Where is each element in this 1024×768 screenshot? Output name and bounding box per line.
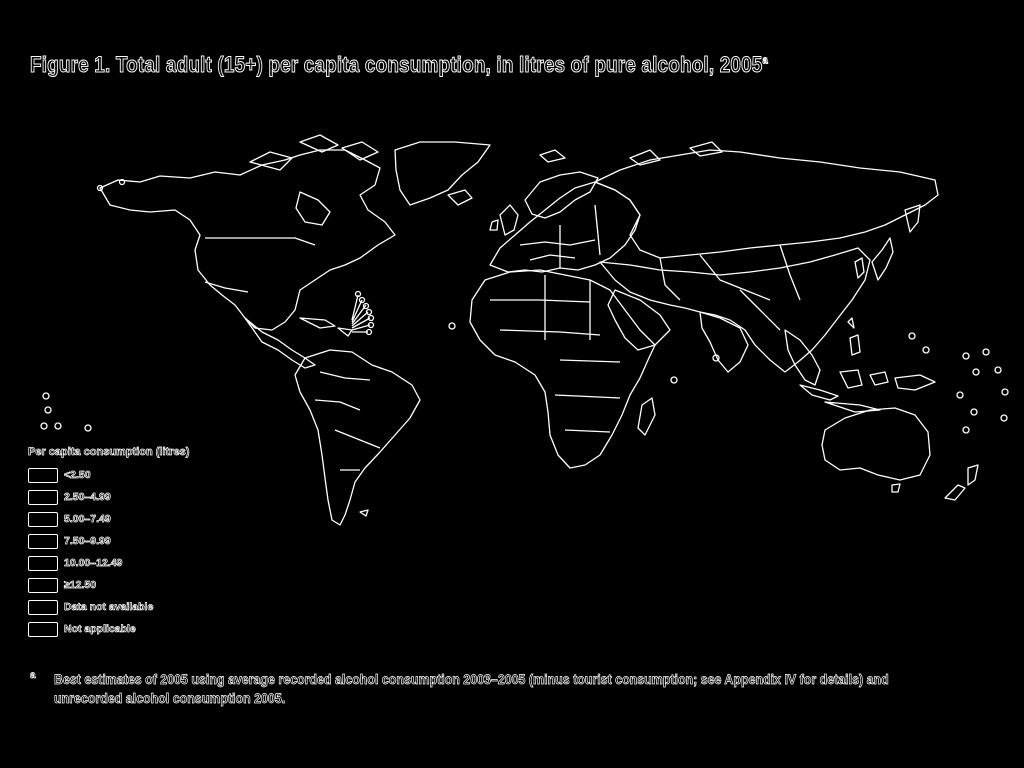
legend-swatch: [28, 599, 58, 615]
antilles-marker: [367, 321, 375, 329]
south-america-internal-borders: [314, 371, 381, 471]
us-canada-border: [205, 237, 316, 246]
antilles-marker: [365, 308, 373, 316]
legend-label: <2.50: [64, 469, 91, 482]
indonesia-islands: [799, 369, 936, 413]
island-marker: [962, 426, 970, 434]
legend-swatch: [28, 511, 58, 527]
island-marker: [42, 392, 50, 400]
island-marker: [982, 348, 990, 356]
south-america-outline: [294, 349, 421, 526]
legend-swatch: [28, 621, 58, 637]
asia-outline: [599, 247, 871, 373]
falkland-islands: [359, 509, 369, 517]
europe-internal-borders: [519, 204, 601, 268]
new-zealand-outline: [944, 464, 979, 501]
arctic-islands: [539, 141, 723, 166]
southeast-asia-outline: [784, 329, 821, 386]
africa-outline: [469, 269, 656, 469]
legend-title: Per capita consumption (litres): [28, 446, 190, 459]
legend-item: ≥12.50: [28, 574, 189, 596]
caribbean-islands: [299, 317, 353, 337]
australia-outline: [821, 407, 931, 481]
antilles-marker: [365, 328, 373, 336]
island-marker: [670, 376, 678, 384]
legend-label: 10.00–12.49: [64, 557, 123, 570]
japan-outline: [871, 237, 894, 281]
legend-swatch: [28, 555, 58, 571]
tasmania-outline: [891, 483, 901, 493]
island-marker: [908, 332, 916, 340]
island-marker: [84, 424, 92, 432]
asia-internal-borders: [659, 244, 801, 331]
canada-arctic-islands: [249, 134, 379, 171]
island-marker: [972, 368, 980, 376]
map-legend: Per capita consumption (litres) <2.50 2.…: [28, 446, 190, 640]
figure-title-footnote-marker: a: [762, 54, 768, 67]
island-marker: [96, 184, 104, 192]
iceland-outline: [447, 189, 473, 206]
legend-item: <2.50: [28, 464, 189, 486]
island-marker: [970, 408, 978, 416]
legend-label: ≥12.50: [64, 579, 97, 592]
antilles-marker: [362, 302, 370, 310]
antilles-marker: [358, 296, 366, 304]
island-marker: [54, 422, 62, 430]
island-marker: [118, 178, 126, 186]
island-marker: [712, 354, 720, 362]
lesser-antilles-callouts: [351, 294, 371, 333]
greenland-outline: [394, 141, 491, 206]
africa-internal-borders: [490, 275, 621, 433]
scandinavia-outline: [524, 171, 599, 219]
russia-outline: [594, 149, 939, 259]
legend-item: 7.50–9.99: [28, 530, 189, 552]
us-mexico-border: [204, 281, 249, 293]
canada-hudson-bay: [295, 191, 331, 226]
legend-item: Not applicable: [28, 618, 189, 640]
footnote-text: Best estimates of 2005 using average rec…: [54, 672, 889, 707]
legend-swatch: [28, 467, 58, 483]
legend-label: Not applicable: [64, 623, 136, 636]
footnote-marker: a: [30, 670, 36, 682]
uk-ireland-outline: [489, 204, 519, 236]
legend-item: 2.50–4.99: [28, 486, 189, 508]
legend-swatch: [28, 577, 58, 593]
europe-outline: [489, 181, 641, 273]
legend-swatch: [28, 533, 58, 549]
island-marker: [44, 406, 52, 414]
north-america-outline: [99, 149, 396, 331]
antilles-marker: [367, 314, 375, 322]
kamchatka-outline: [904, 204, 921, 233]
island-marker: [962, 352, 970, 360]
legend-label: 7.50–9.99: [64, 535, 111, 548]
island-marker: [1000, 414, 1008, 422]
legend-label: 2.50–4.99: [64, 491, 111, 504]
central-america-outline: [244, 317, 316, 369]
legend-item: Data not available: [28, 596, 189, 618]
island-marker: [922, 346, 930, 354]
figure-title: Figure 1. Total adult (15+) per capita c…: [30, 52, 769, 78]
legend-label: 5.00–7.49: [64, 513, 111, 526]
antilles-marker: [354, 290, 362, 298]
madagascar-outline: [637, 397, 656, 436]
island-marker: [448, 322, 456, 330]
indian-subcontinent-outline: [699, 311, 749, 373]
island-marker: [994, 366, 1002, 374]
legend-label: Data not available: [64, 601, 154, 614]
legend-swatch: [28, 489, 58, 505]
figure-title-text: Figure 1. Total adult (15+) per capita c…: [30, 52, 763, 78]
legend-item: 10.00–12.49: [28, 552, 189, 574]
arabian-peninsula-outline: [607, 289, 671, 351]
taiwan-philippines: [847, 317, 861, 356]
korea-outline: [854, 257, 865, 279]
island-marker: [40, 422, 48, 430]
legend-item: 5.00–7.49: [28, 508, 189, 530]
island-marker: [956, 391, 964, 399]
island-marker: [1001, 388, 1009, 396]
